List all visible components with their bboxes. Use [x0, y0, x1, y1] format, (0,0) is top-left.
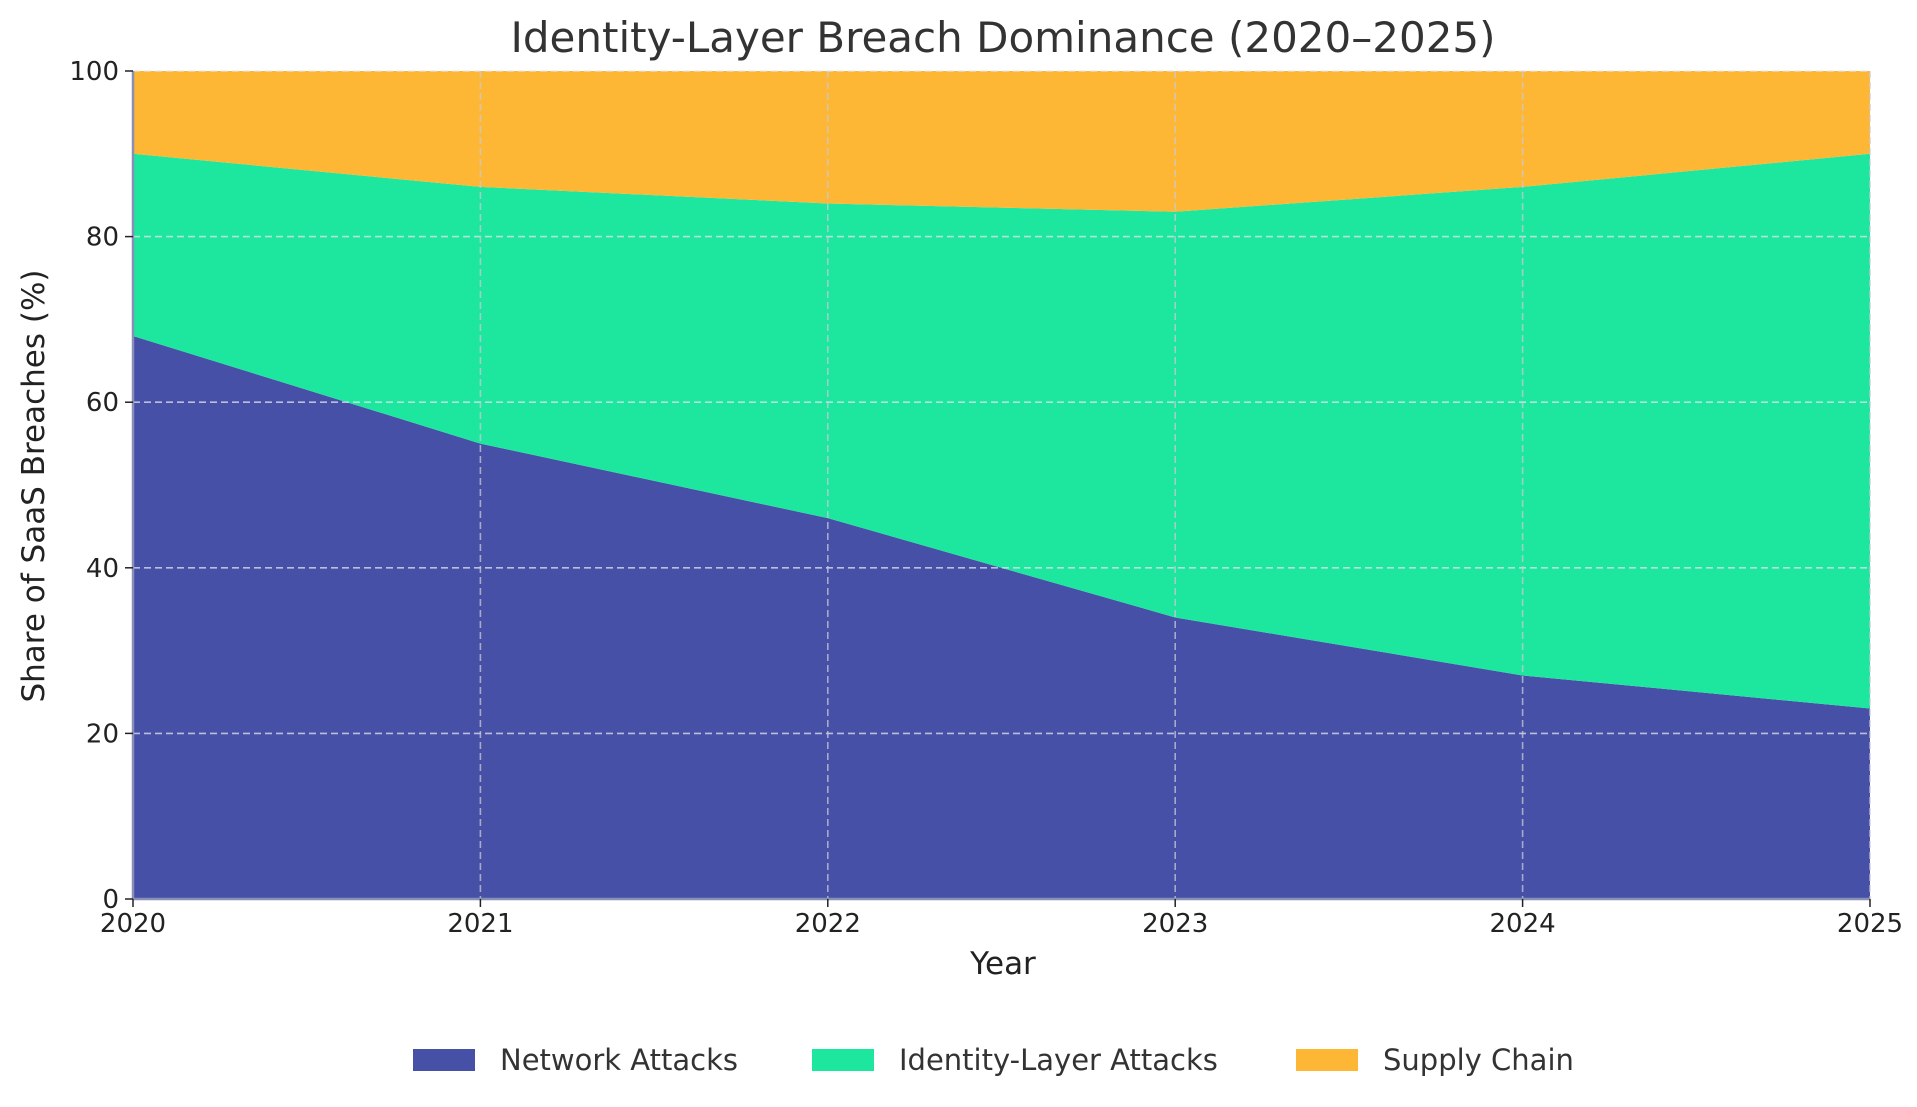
area-series-2	[133, 71, 1870, 212]
y-axis-label: Share of SaaS Breaches (%)	[16, 269, 52, 702]
plot-areas	[133, 71, 1870, 900]
chart-title: Identity-Layer Breach Dominance (2020–20…	[510, 13, 1495, 62]
y-tick-label-5: 100	[69, 57, 119, 87]
x-tick-label-5: 2025	[1837, 909, 1903, 939]
legend-label-2: Supply Chain	[1383, 1043, 1574, 1077]
y-tick-label-1: 20	[86, 719, 119, 749]
legend-swatch-2	[1296, 1049, 1358, 1071]
area-series-1	[133, 153, 1870, 709]
x-axis-ticks: 2020 2021 2022 2023 2024 2025	[100, 899, 1903, 939]
y-tick-label-0: 0	[102, 885, 119, 915]
axes	[131, 71, 1870, 901]
y-axis-ticks: 0 20 40 60 80 100	[69, 57, 133, 915]
y-tick-label-2: 40	[86, 554, 119, 584]
legend-swatch-0	[413, 1049, 475, 1071]
y-tick-label-3: 60	[86, 388, 119, 418]
x-tick-label-2: 2022	[795, 909, 861, 939]
x-tick-label-3: 2023	[1142, 909, 1208, 939]
legend-label-1: Identity-Layer Attacks	[899, 1043, 1218, 1077]
x-tick-label-0: 2020	[100, 909, 166, 939]
area-series-0	[133, 335, 1870, 900]
y-tick-label-4: 80	[86, 223, 119, 253]
legend-swatch-1	[812, 1049, 874, 1071]
x-tick-label-1: 2021	[447, 909, 513, 939]
x-axis-label: Year	[969, 946, 1036, 982]
legend: Network Attacks Identity-Layer Attacks Sup…	[413, 1043, 1574, 1077]
grid-lines	[133, 70, 1871, 899]
x-tick-label-4: 2024	[1490, 909, 1556, 939]
legend-label-0: Network Attacks	[500, 1043, 738, 1077]
